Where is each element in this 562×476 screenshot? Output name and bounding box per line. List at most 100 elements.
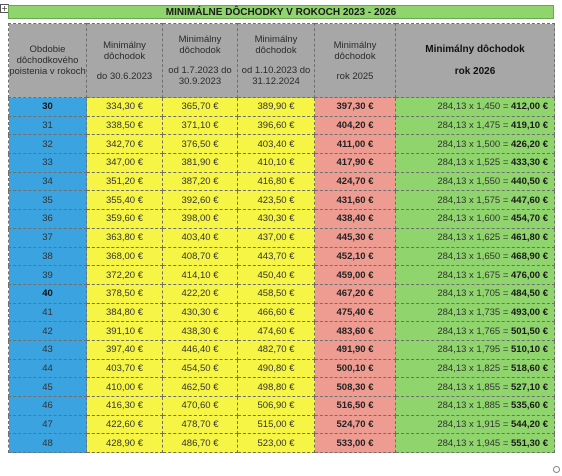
pension-cell-od-1-10-2023: 474,60 € [237, 321, 315, 341]
table-row: 38 368,00 €408,70 €443,70 €452,10 €284,13… [8, 246, 555, 267]
result-value: 426,20 € [511, 138, 548, 150]
table-row: 40 378,50 €422,20 €458,50 €467,20 €284,13… [8, 283, 555, 304]
resize-handle[interactable] [553, 466, 560, 473]
pension-cell-do-30-6-2023: 428,90 € [86, 433, 163, 454]
pension-cell-do-30-6-2023: 416,30 € [86, 396, 163, 416]
pension-cell-od-1-10-2023: 523,00 € [237, 433, 315, 454]
table-row: 32 342,70 €376,50 €403,40 €411,00 €284,13… [8, 134, 555, 155]
pension-cell-od-1-10-2023: 396,60 € [237, 115, 315, 136]
formula-text: 284,13 x 1,625 = [437, 232, 509, 244]
formula-text: 284,13 x 1,650 = [437, 250, 509, 262]
result-value: 527,10 € [511, 381, 548, 393]
pension-cell-od-1-7-2023: 371,10 € [162, 115, 238, 136]
result-value: 551,30 € [511, 437, 548, 449]
formula-text: 284,13 x 1,705 = [437, 288, 509, 300]
header-label: Minimálny dôchodok [425, 44, 525, 55]
pension-cell-od-1-7-2023: 470,60 € [162, 396, 238, 416]
pension-cell-od-1-7-2023: 392,60 € [162, 190, 238, 211]
pension-cell-od-1-7-2023: 398,00 € [162, 209, 238, 229]
table-row: 44 403,70 €454,50 €490,80 €500,10 €284,13… [8, 358, 555, 379]
formula-text: 284,13 x 1,915 = [437, 419, 509, 431]
table-row: 36 359,60 €398,00 €430,30 €438,40 €284,13… [8, 209, 555, 229]
obdobie-cell: 43 [8, 339, 87, 360]
obdobie-cell: 46 [8, 396, 87, 416]
formula-text: 284,13 x 1,885 = [437, 400, 509, 412]
pension-cell-do-30-6-2023: 363,80 € [86, 227, 163, 248]
result-value: 468,90 € [511, 250, 548, 262]
table-row: 37 363,80 €403,40 €437,00 €445,30 €284,13… [8, 227, 555, 248]
pension-cell-2026: 284,13 x 1,765 = 501,50 € [395, 321, 555, 341]
formula-text: 284,13 x 1,765 = [437, 325, 509, 337]
result-value: 440,50 € [511, 176, 548, 188]
formula-text: 284,13 x 1,500 = [437, 138, 509, 150]
result-value: 419,10 € [511, 120, 548, 132]
pension-cell-od-1-10-2023: 410,10 € [237, 153, 315, 173]
pension-cell-do-30-6-2023: 403,70 € [86, 358, 163, 379]
pension-cell-od-1-7-2023: 430,30 € [162, 302, 238, 323]
pension-cell-2026: 284,13 x 1,475 = 419,10 € [395, 115, 555, 136]
pension-cell-2026: 284,13 x 1,915 = 544,20 € [395, 414, 555, 435]
pension-cell-2025: 411,00 € [314, 134, 396, 155]
header-label: Minimálny dôchodok [103, 39, 146, 62]
pension-cell-2025: 500,10 € [314, 358, 396, 379]
obdobie-cell: 45 [8, 377, 87, 397]
pension-cell-od-1-7-2023: 408,70 € [162, 246, 238, 267]
pension-cell-do-30-6-2023: 355,40 € [86, 190, 163, 211]
pension-cell-do-30-6-2023: 359,60 € [86, 209, 163, 229]
pension-cell-2025: 467,20 € [314, 283, 396, 304]
pension-cell-2026: 284,13 x 1,795 = 510,10 € [395, 339, 555, 360]
result-value: 484,50 € [511, 288, 548, 300]
pension-cell-od-1-7-2023: 478,70 € [162, 414, 238, 435]
pension-cell-2026: 284,13 x 1,650 = 468,90 € [395, 246, 555, 267]
pension-cell-2026: 284,13 x 1,885 = 535,60 € [395, 396, 555, 416]
pension-cell-do-30-6-2023: 397,40 € [86, 339, 163, 360]
header-rok-2026: Minimálny dôchodok rok 2026 [395, 23, 555, 98]
header-label: Minimálny dôchodok [178, 34, 222, 56]
pension-cell-do-30-6-2023: 422,60 € [86, 414, 163, 435]
pension-cell-2026: 284,13 x 1,625 = 461,80 € [395, 227, 555, 248]
table-row: 31 338,50 €371,10 €396,60 €404,20 €284,13… [8, 115, 555, 136]
obdobie-cell: 37 [8, 227, 87, 248]
table-row: 30 334,30 €365,70 €389,90 €397,30 €284,13… [8, 97, 555, 117]
obdobie-cell: 30 [8, 97, 87, 117]
pension-cell-od-1-10-2023: 416,80 € [237, 171, 315, 192]
obdobie-cell: 31 [8, 115, 87, 136]
pension-cell-od-1-10-2023: 466,60 € [237, 302, 315, 323]
header-od-1-7-2023: Minimálny dôchodok od 1.7.2023 do 30.9.2… [162, 23, 238, 98]
pension-cell-do-30-6-2023: 368,00 € [86, 246, 163, 267]
pension-cell-2025: 404,20 € [314, 115, 396, 136]
pension-cell-2026: 284,13 x 1,735 = 493,00 € [395, 302, 555, 323]
table-row: 46 416,30 €470,60 €506,90 €516,50 €284,13… [8, 396, 555, 416]
obdobie-cell: 41 [8, 302, 87, 323]
pension-cell-do-30-6-2023: 351,20 € [86, 171, 163, 192]
pension-cell-2025: 533,00 € [314, 433, 396, 454]
formula-text: 284,13 x 1,550 = [437, 176, 509, 188]
pension-cell-2026: 284,13 x 1,675 = 476,00 € [395, 265, 555, 285]
pension-cell-od-1-10-2023: 458,50 € [237, 283, 315, 304]
pension-cell-od-1-10-2023: 490,80 € [237, 358, 315, 379]
result-value: 476,00 € [511, 269, 548, 281]
pension-cell-od-1-10-2023: 423,50 € [237, 190, 315, 211]
header-do-30-6-2023: Minimálny dôchodok do 30.6.2023 [86, 23, 163, 98]
pension-cell-2025: 491,90 € [314, 339, 396, 360]
pension-cell-do-30-6-2023: 384,80 € [86, 302, 163, 323]
formula-text: 284,13 x 1,945 = [437, 437, 509, 449]
pension-cell-od-1-7-2023: 365,70 € [162, 97, 238, 117]
table-row: 42 391,10 €438,30 €474,60 €483,60 €284,13… [8, 321, 555, 341]
header-row: Obdobie dôchodkového poistenia v rokoch … [8, 23, 555, 98]
pension-cell-od-1-7-2023: 403,40 € [162, 227, 238, 248]
pension-cell-2025: 417,90 € [314, 153, 396, 173]
pension-cell-od-1-7-2023: 376,50 € [162, 134, 238, 155]
table-body: 30 334,30 €365,70 €389,90 €397,30 €284,13… [8, 97, 555, 454]
formula-text: 284,13 x 1,675 = [437, 269, 509, 281]
pension-cell-2025: 438,40 € [314, 209, 396, 229]
formula-text: 284,13 x 1,525 = [437, 157, 509, 169]
pension-cell-2025: 524,70 € [314, 414, 396, 435]
obdobie-cell: 34 [8, 171, 87, 192]
obdobie-cell: 36 [8, 209, 87, 229]
result-value: 461,80 € [511, 232, 548, 244]
obdobie-cell: 48 [8, 433, 87, 454]
obdobie-cell: 42 [8, 321, 87, 341]
table-row: 41 384,80 €430,30 €466,60 €475,40 €284,13… [8, 302, 555, 323]
pension-cell-od-1-10-2023: 498,80 € [237, 377, 315, 397]
